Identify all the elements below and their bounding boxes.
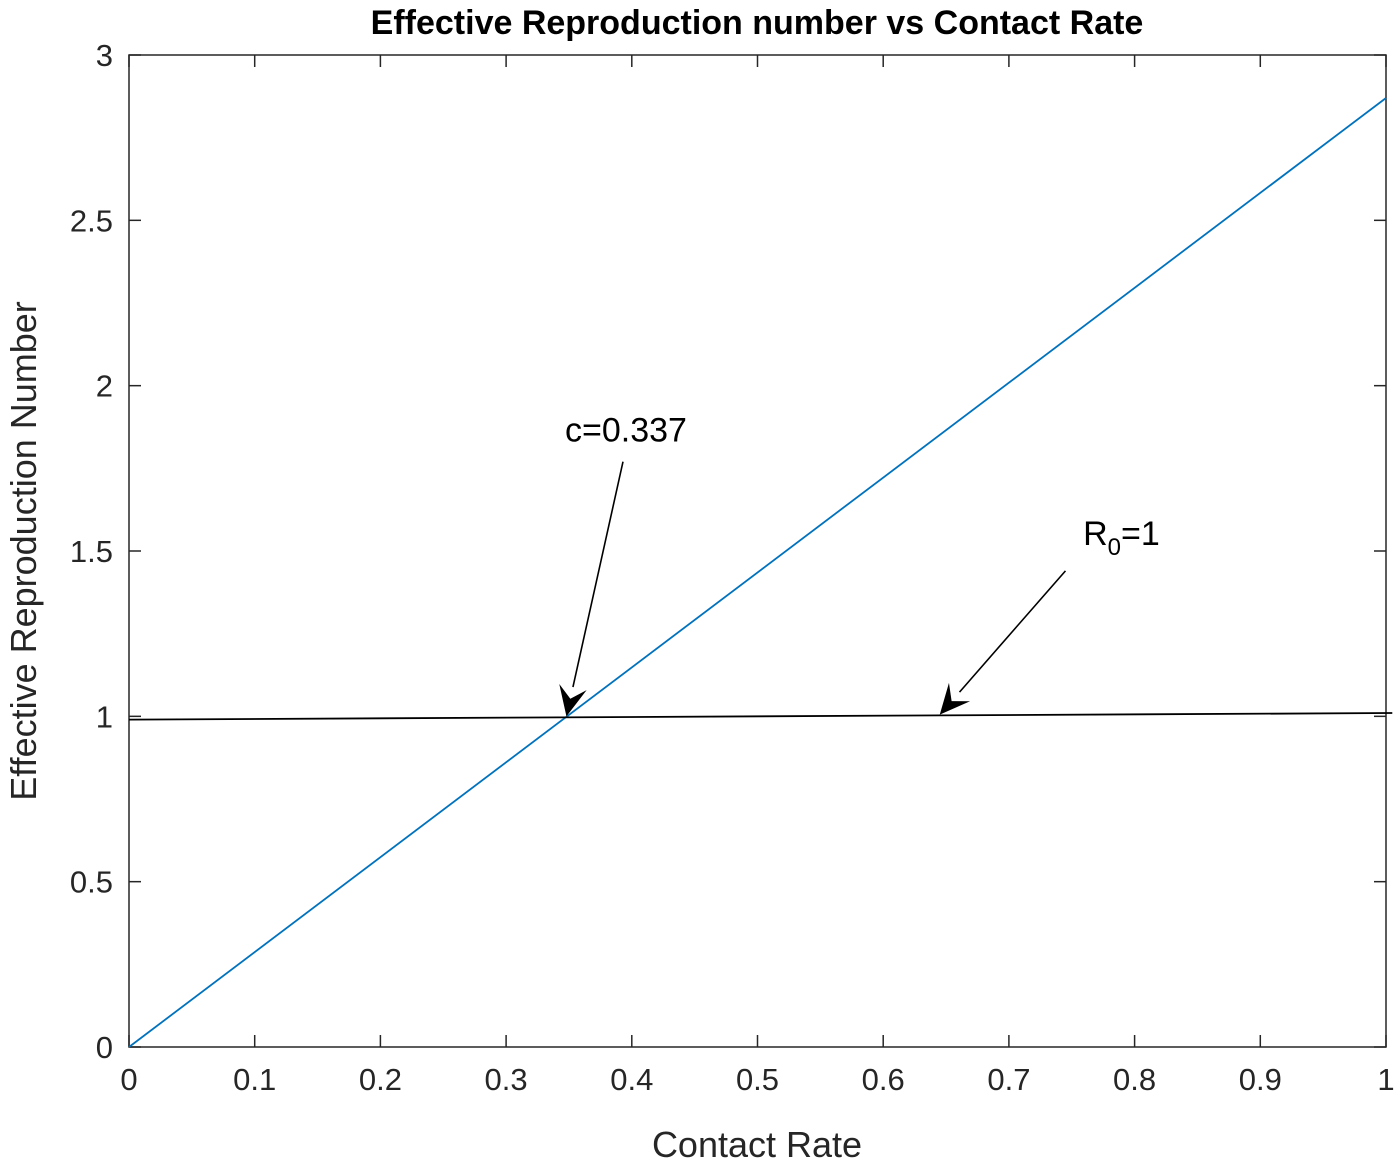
annotation-label-subscript: 0 xyxy=(1108,534,1121,561)
series-line-1 xyxy=(128,97,1387,1048)
axis-ticks: 0 0.1 0.2 0.3 0.4 0.5 0.6 0.7 0.8 0.9 1 0 0.5 1 1.5 2 2.… xyxy=(70,38,1395,1097)
annotation-arrow-head xyxy=(559,684,587,717)
x-tick-label: 0.6 xyxy=(862,1062,905,1097)
x-tick-label: 0.8 xyxy=(1113,1062,1156,1097)
plot-area xyxy=(128,54,1387,1048)
x-tick-label: 0.5 xyxy=(736,1062,779,1097)
y-tick-label: 2.5 xyxy=(70,203,113,238)
x-tick-label: 0.4 xyxy=(610,1062,653,1097)
x-tick-label: 0.9 xyxy=(1239,1062,1282,1097)
series-lines xyxy=(128,97,1393,1048)
annotation-label: R0=1 xyxy=(1083,515,1160,561)
x-tick-label: 0.3 xyxy=(485,1062,528,1097)
x-tick-label: 0.1 xyxy=(233,1062,276,1097)
x-tick-label: 1 xyxy=(1377,1062,1394,1097)
annotation-label-suffix: =1 xyxy=(1121,515,1160,553)
y-tick-label: 1 xyxy=(96,699,113,734)
y-tick-label: 2 xyxy=(96,369,113,404)
y-tick-label: 3 xyxy=(96,38,113,73)
y-axis-label: Effective Reproduction Number xyxy=(3,301,44,801)
y-tick-label: 1.5 xyxy=(70,534,113,569)
y-tick-label: 0 xyxy=(96,1030,113,1065)
y-tick-label: 0.5 xyxy=(70,865,113,900)
x-tick-label: 0.2 xyxy=(359,1062,402,1097)
annotation-arrow-shaft xyxy=(958,570,1067,693)
series-line-2 xyxy=(128,712,1393,721)
chart-title: Effective Reproduction number vs Contact… xyxy=(371,4,1144,42)
annotations: c=0.337 R0=1 xyxy=(559,412,1160,717)
annotation-arrow-head xyxy=(939,682,971,715)
x-tick-label: 0.7 xyxy=(987,1062,1030,1097)
annotation-label-main: R xyxy=(1083,515,1108,553)
annotation-label: c=0.337 xyxy=(565,412,687,450)
x-tick-label: 0 xyxy=(120,1062,137,1097)
annotation-arrow-shaft xyxy=(572,461,624,688)
x-axis-label: Contact Rate xyxy=(652,1124,862,1164)
